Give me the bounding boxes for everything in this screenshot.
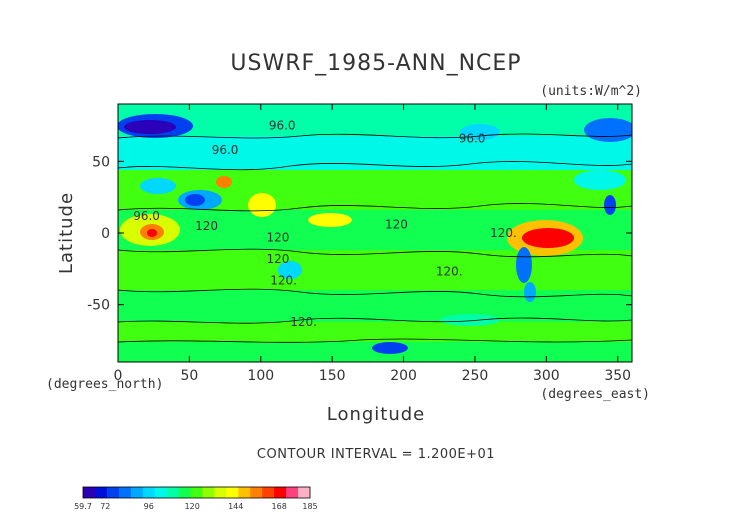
- colorbar-swatch: [202, 487, 215, 498]
- chart-title: USWRF_1985-ANN_NCEP: [230, 51, 521, 76]
- colorbar-swatch: [226, 487, 239, 498]
- colorbar-swatch: [238, 487, 251, 498]
- contour-label: 120.: [490, 226, 517, 240]
- colorbar-swatch: [262, 487, 275, 498]
- plot-area: 96.0 96.0 96.0 96.0 120 120 120 120 120. 120. 120.…: [118, 104, 632, 362]
- colorbar-swatch: [190, 487, 203, 498]
- contour-line: [118, 248, 632, 258]
- contour-label: 120: [266, 230, 289, 244]
- y-tick-label: -50: [87, 298, 110, 314]
- y-tick-label: 0: [101, 226, 110, 242]
- colorbar-swatch: [118, 487, 132, 498]
- band-arctic: [118, 104, 632, 136]
- feature-blue-north-atlantic: [185, 194, 205, 206]
- contour-label: 96.0: [459, 131, 486, 145]
- colorbar-swatch: [142, 487, 156, 498]
- colorbar-tick-label: 168: [272, 502, 287, 511]
- contour-line: [118, 133, 632, 139]
- units-label: (units:W/m^2): [540, 84, 642, 99]
- contour-line: [118, 203, 632, 212]
- band-north-mid: [118, 136, 632, 170]
- x-tick-label: 350: [604, 368, 631, 384]
- colorbar-labels: 59.7 72 96 120 144 168 185: [74, 502, 318, 511]
- colorbar-swatch: [154, 487, 168, 498]
- feature-blue-andes: [516, 247, 532, 283]
- feature-arctic-cyan-mid: [460, 124, 500, 140]
- x-axis-label: Longitude: [327, 404, 426, 425]
- colorbar-swatch: [286, 487, 299, 498]
- colorbar: [82, 486, 311, 499]
- x-axis-ticks: 0 50 100 150 200 250 300 350: [114, 104, 631, 384]
- feature-red-africa: [147, 229, 157, 237]
- colorbar-tick-label: 144: [228, 502, 243, 511]
- colorbar-swatch: [166, 487, 180, 498]
- contour-labels: 96.0 96.0 96.0 96.0 120 120 120 120 120. 120. 120.…: [133, 119, 517, 329]
- colorbar-tick-label: 120: [185, 502, 200, 511]
- band-south-mid: [118, 290, 632, 322]
- contour-label: 120: [385, 217, 408, 231]
- feature-cyan-west: [140, 178, 176, 194]
- band-southern-ocean: [118, 322, 632, 342]
- contour-line: [118, 161, 632, 171]
- contour-label: 96.0: [269, 119, 296, 133]
- colorbar-swatch: [250, 487, 263, 498]
- feature-teal-south: [440, 314, 500, 326]
- x-tick-label: 150: [319, 368, 346, 384]
- colorbar-frame: [82, 486, 311, 499]
- feature-arctic-deep-west: [124, 120, 176, 134]
- contour-line: [118, 288, 632, 298]
- feature-blue-east: [604, 195, 616, 215]
- feature-cyan-mid-east: [278, 261, 302, 279]
- contour-line: [118, 338, 632, 343]
- colorbar-tick-label: 72: [100, 502, 110, 511]
- y-unit-label: (degrees_north): [46, 377, 163, 392]
- contour-label: 120: [266, 252, 289, 266]
- colorbar-swatch: [94, 487, 108, 498]
- x-tick-label: 0: [114, 368, 123, 384]
- contour-label: 120.: [270, 273, 297, 287]
- band-antarctic: [118, 342, 632, 362]
- x-tick-label: 100: [247, 368, 274, 384]
- contour-label: 120.: [436, 265, 463, 279]
- y-axis-ticks: 50 0 -50: [87, 154, 632, 314]
- colorbar-swatch: [130, 487, 144, 498]
- colorbar-tick-label: 59.7: [74, 502, 92, 511]
- colorbar-swatch: [298, 487, 311, 498]
- feature-yellow-arabia: [248, 193, 276, 217]
- x-tick-label: 200: [390, 368, 417, 384]
- feature-red-amazon: [522, 228, 574, 248]
- contour-line: [118, 317, 632, 324]
- x-unit-label: (degrees_east): [540, 387, 650, 402]
- contour-label: 96.0: [212, 143, 239, 157]
- x-tick-label: 50: [180, 368, 198, 384]
- contour-lines: [118, 133, 632, 343]
- colorbar-tick-label: 96: [144, 502, 154, 511]
- feature-cyan-andes: [524, 282, 536, 302]
- feature-cyan-east-pacific: [574, 170, 626, 190]
- colorbar-swatch: [106, 487, 120, 498]
- feature-orange-himalaya: [216, 176, 232, 188]
- colorbar-swatch: [178, 487, 192, 498]
- feature-yellow-band: [308, 213, 352, 227]
- colorbar-tick-label: 185: [302, 502, 317, 511]
- contour-interval-label: CONTOUR INTERVAL = 1.200E+01: [257, 447, 495, 462]
- feature-blue-south-ocean: [372, 342, 408, 354]
- contour-label: 120.: [290, 315, 317, 329]
- colorbar-swatch: [214, 487, 227, 498]
- x-tick-label: 300: [533, 368, 560, 384]
- colorbar-swatch: [274, 487, 287, 498]
- colorbar-swatch: [83, 487, 96, 498]
- feature-arctic-blue-east: [584, 118, 632, 142]
- contour-label: 96.0: [133, 209, 160, 223]
- y-axis-label: Latitude: [56, 192, 77, 274]
- contour-label: 120: [195, 219, 218, 233]
- x-tick-label: 250: [462, 368, 489, 384]
- y-tick-label: 50: [92, 154, 110, 170]
